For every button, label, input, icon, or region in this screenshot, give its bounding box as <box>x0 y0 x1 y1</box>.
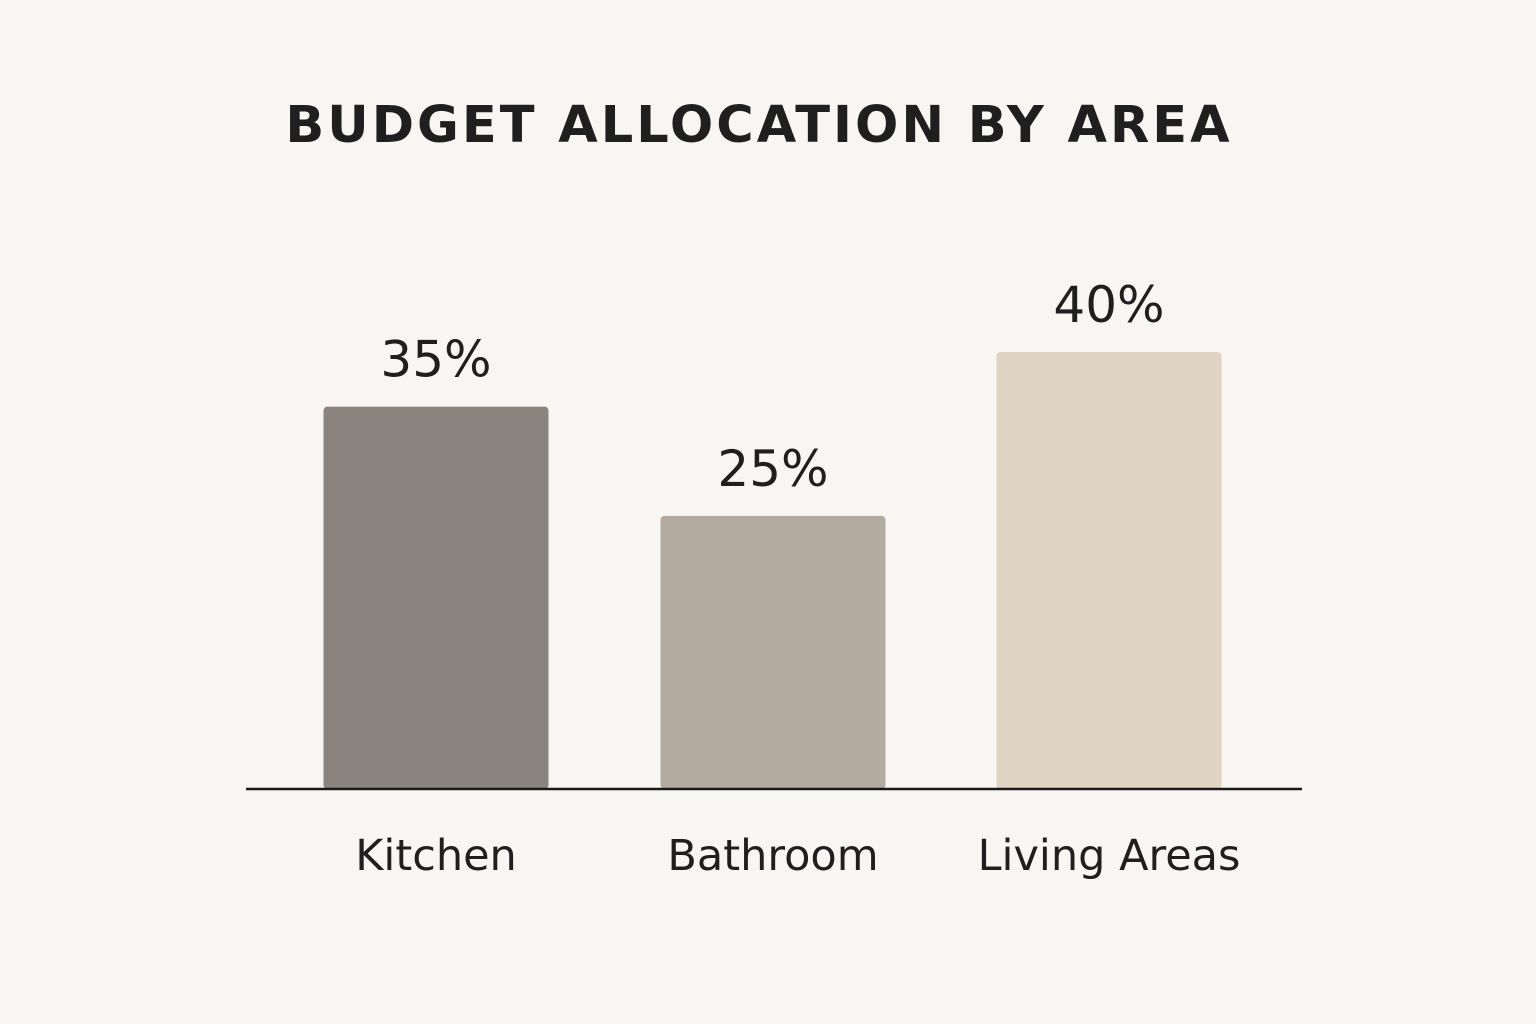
value-label: 40% <box>1053 276 1164 334</box>
bar-living-areas <box>996 352 1222 789</box>
value-label: 25% <box>717 440 828 498</box>
value-label: 35% <box>380 331 491 389</box>
bar-kitchen <box>323 406 549 789</box>
category-label: Bathroom <box>667 831 878 881</box>
labels-layer: 35% Kitchen 25% Bathroom 40% Living Areas <box>355 276 1240 881</box>
chart-title: BUDGET ALLOCATION BY AREA <box>285 96 1233 155</box>
category-label: Kitchen <box>355 831 517 881</box>
bar-bathroom <box>660 515 886 789</box>
category-label: Living Areas <box>978 831 1241 881</box>
bars-layer <box>323 352 1222 789</box>
